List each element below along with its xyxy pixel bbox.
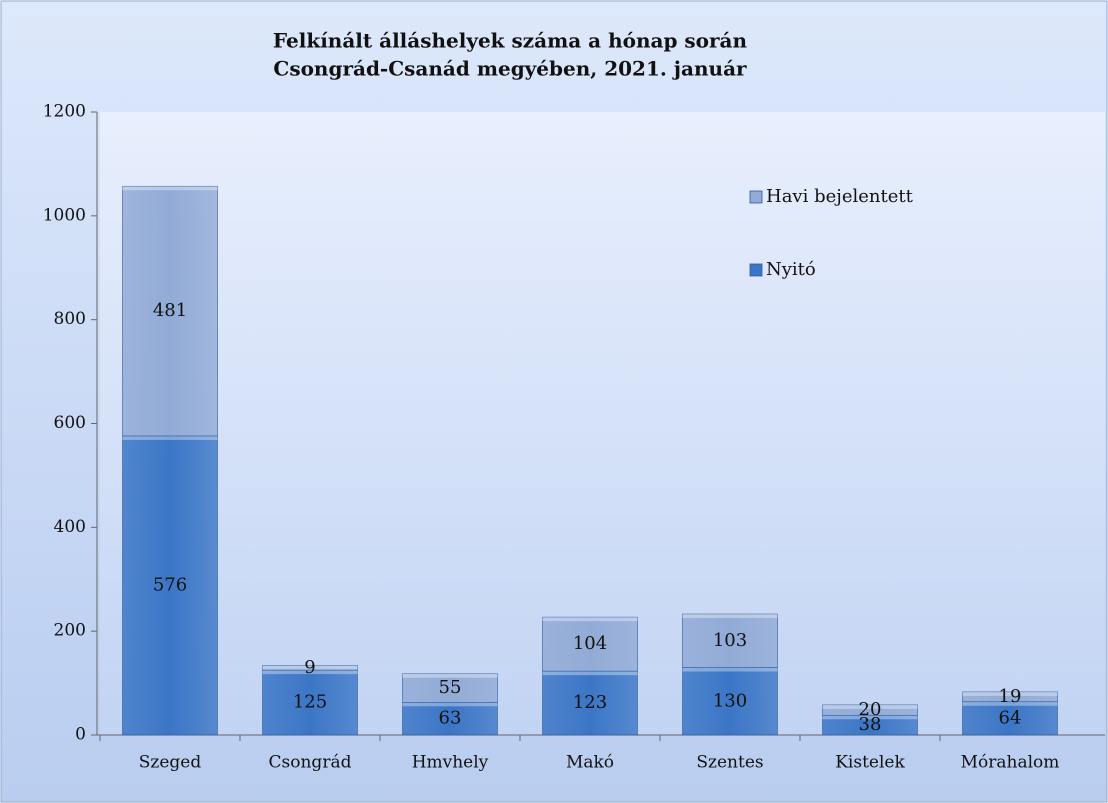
bar-segment — [262, 665, 358, 671]
bar-segment — [962, 701, 1058, 736]
value-label: 104 — [573, 633, 607, 654]
bar-segment — [682, 613, 778, 668]
bar-segment — [682, 667, 778, 736]
value-label: 481 — [153, 300, 187, 321]
bar-highlight — [122, 435, 218, 440]
bar-highlight — [122, 186, 218, 191]
value-label: 103 — [713, 630, 747, 651]
x-tick-label: Szentes — [696, 753, 763, 773]
bar-highlight — [542, 671, 638, 676]
bar-highlight — [402, 702, 498, 707]
y-tick-label: 400 — [54, 517, 86, 537]
x-tick-label: Mórahalom — [961, 753, 1060, 773]
legend-swatch — [749, 190, 763, 204]
x-tick-label: Hmvhely — [412, 753, 489, 773]
bar-highlight — [262, 670, 358, 675]
chart-title: Csongrád-Csanád megyében, 2021. január — [273, 57, 747, 81]
value-label: 63 — [439, 708, 462, 729]
bar-segment — [402, 701, 498, 736]
legend-label: Havi bejelentett — [766, 186, 914, 207]
value-label: 9 — [304, 657, 315, 678]
y-tick-label: 1200 — [43, 102, 86, 122]
bar-highlight — [402, 673, 498, 678]
value-label: 55 — [439, 677, 462, 698]
value-label: 20 — [859, 699, 882, 720]
bar-segment — [262, 669, 358, 736]
value-label: 130 — [713, 690, 747, 711]
chart-title: Felkínált álláshelyek száma a hónap sorá… — [273, 29, 748, 53]
y-tick-label: 0 — [75, 725, 86, 745]
bar-segment — [122, 185, 218, 437]
value-label: 64 — [999, 707, 1022, 728]
bar-highlight — [962, 691, 1058, 696]
value-label: 576 — [153, 574, 187, 595]
bar-segment — [402, 673, 498, 703]
x-tick-label: Makó — [566, 753, 614, 773]
y-tick-label: 200 — [54, 621, 86, 641]
value-label: 38 — [859, 714, 882, 735]
bar-highlight — [682, 614, 778, 619]
bar-highlight — [682, 667, 778, 672]
value-label: 125 — [293, 692, 327, 713]
bar-highlight — [962, 701, 1058, 706]
y-tick-label: 800 — [54, 309, 86, 329]
y-tick-label: 1000 — [43, 205, 86, 225]
legend-swatch — [749, 263, 763, 277]
bar-highlight — [822, 715, 918, 720]
x-tick-label: Kistelek — [835, 753, 905, 773]
bar-highlight — [542, 617, 638, 622]
bar-segment — [122, 435, 218, 736]
x-tick-label: Csongrád — [269, 753, 352, 773]
bar-segment — [822, 704, 918, 716]
bar-highlight — [262, 665, 358, 670]
value-label: 123 — [573, 692, 607, 713]
bar-segment — [962, 691, 1058, 703]
bar-segment — [542, 616, 638, 672]
bar-segment — [542, 670, 638, 736]
bar-highlight — [822, 704, 918, 709]
legend-label: Nyitó — [766, 259, 816, 280]
y-tick-label: 600 — [54, 413, 86, 433]
x-tick-label: Szeged — [139, 753, 202, 773]
value-label: 19 — [999, 686, 1022, 707]
